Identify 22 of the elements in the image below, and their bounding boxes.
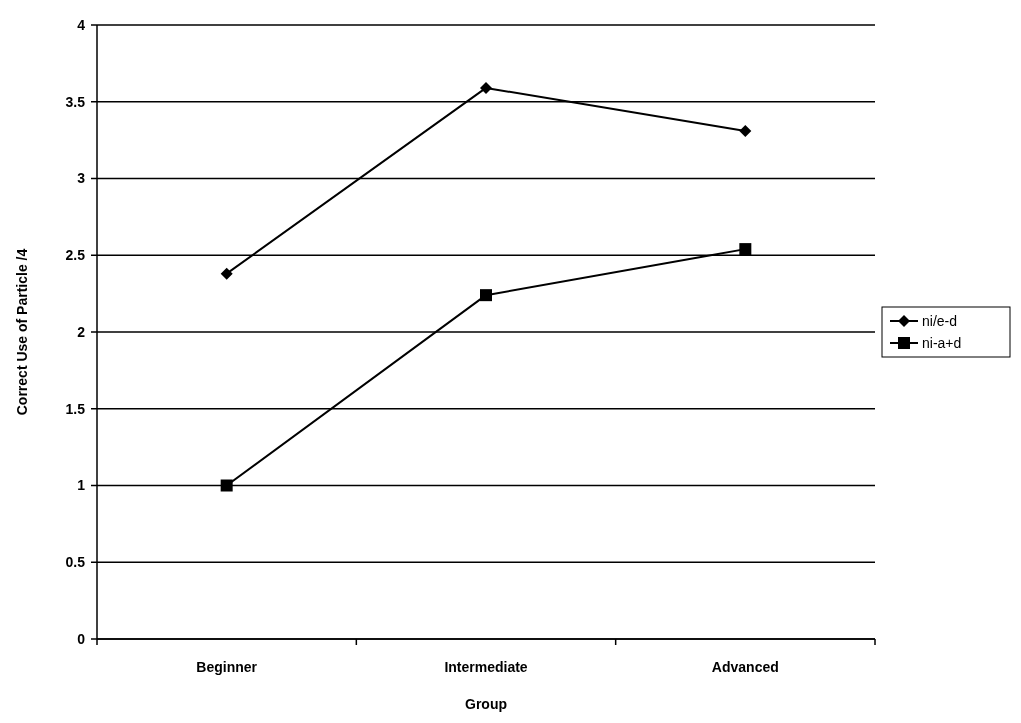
y-tick-label: 3.5 <box>65 93 86 110</box>
x-tick-label: Advanced <box>711 659 779 675</box>
y-tick-label: 0 <box>77 630 86 647</box>
x-axis-title: Group <box>465 696 507 712</box>
legend-label: ni-a+d <box>922 334 962 351</box>
y-tick-label: 1.5 <box>65 400 86 417</box>
y-tick-label: 3 <box>77 170 86 187</box>
y-axis-title: Correct Use of Particle /4 <box>14 248 30 416</box>
y-tick-label: 0.5 <box>65 554 86 571</box>
point <box>739 124 752 137</box>
point <box>739 243 752 256</box>
point <box>480 81 492 94</box>
y-tick-label: 2.5 <box>65 247 86 264</box>
point <box>220 479 233 492</box>
legend-label: ni/e-d <box>922 312 958 329</box>
x-tick-label: Intermediate <box>444 659 528 675</box>
point <box>480 289 492 302</box>
y-tick-label: 2 <box>77 323 86 340</box>
y-tick-label: 4 <box>77 16 86 33</box>
point <box>220 267 233 280</box>
x-tick-label: Beginner <box>196 659 258 675</box>
y-tick-label: 1 <box>77 477 86 494</box>
